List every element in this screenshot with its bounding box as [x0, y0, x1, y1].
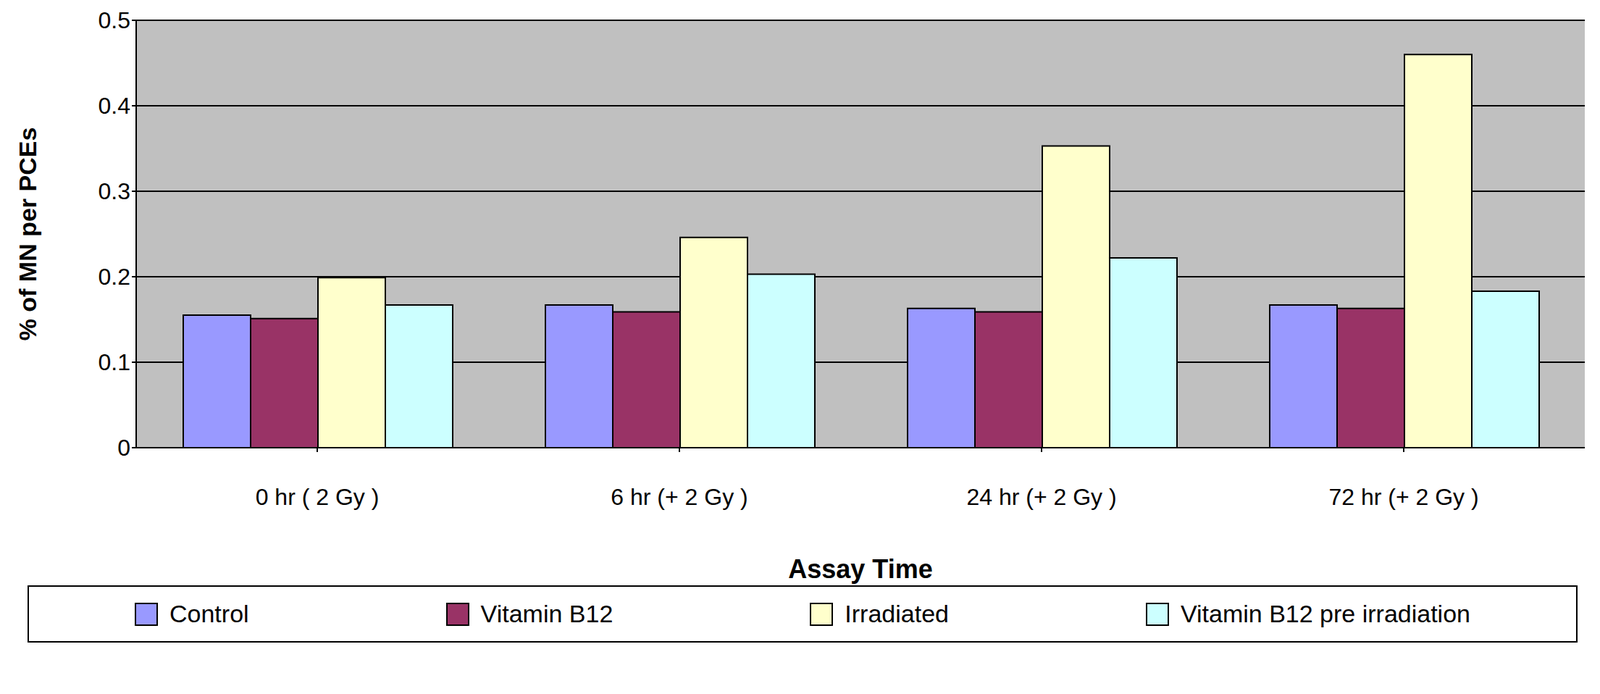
- html-text:Control: Control: [169, 599, 249, 628]
- html-text:Irradiated: Irradiated: [844, 599, 949, 628]
- svg-text:0.3: 0.3: [98, 178, 131, 205]
- html-text:Vitamin B12 pre irradiation: Vitamin B12 pre irradiation: [1180, 599, 1471, 628]
- svg-text:% of MN per PCEs: % of MN per PCEs: [13, 127, 42, 342]
- html-text:Vitamin B12: Vitamin B12: [480, 599, 613, 628]
- svg-text:24 hr (+ 2 Gy ): 24 hr (+ 2 Gy ): [966, 483, 1117, 510]
- svg-text:72 hr (+ 2 Gy ): 72 hr (+ 2 Gy ): [1328, 483, 1479, 510]
- svg-text:0: 0: [117, 434, 131, 461]
- svg-text:0.4: 0.4: [98, 92, 131, 119]
- svg-text:0 hr ( 2 Gy ): 0 hr ( 2 Gy ): [255, 483, 380, 510]
- svg-text:Assay Time: Assay Time: [788, 554, 933, 584]
- svg-text:0.1: 0.1: [98, 349, 131, 376]
- svg-text:6 hr (+ 2 Gy ): 6 hr (+ 2 Gy ): [610, 483, 748, 510]
- svg-text:0.2: 0.2: [98, 263, 131, 290]
- svg-text:0.5: 0.5: [98, 7, 131, 34]
